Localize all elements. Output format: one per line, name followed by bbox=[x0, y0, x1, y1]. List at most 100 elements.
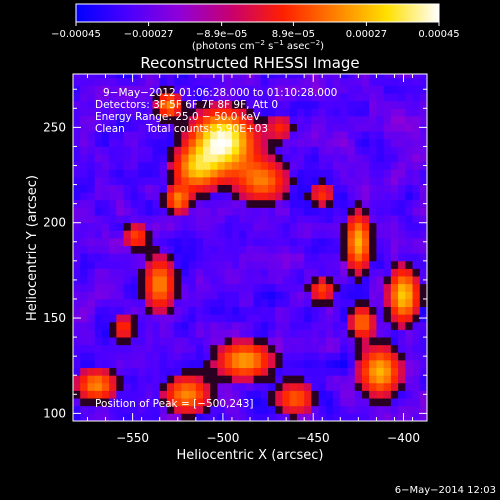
heatmap-cell bbox=[289, 222, 298, 231]
heatmap-cell bbox=[138, 306, 146, 315]
heatmap-cell bbox=[246, 100, 255, 109]
heatmap-cell bbox=[311, 115, 320, 124]
y-tick-label: 250 bbox=[43, 120, 66, 134]
heatmap-cell bbox=[246, 276, 255, 285]
heatmap-cell bbox=[203, 268, 211, 277]
heatmap-cell bbox=[405, 382, 413, 391]
heatmap-cell bbox=[188, 169, 197, 178]
heatmap-cell bbox=[260, 268, 269, 277]
heatmap-cell bbox=[130, 85, 139, 94]
heatmap-cell bbox=[166, 237, 175, 246]
heatmap-cell bbox=[340, 184, 348, 193]
heatmap-cell bbox=[217, 405, 226, 414]
heatmap-cell bbox=[123, 390, 132, 399]
heatmap-cell bbox=[419, 398, 427, 407]
heatmap-cell bbox=[275, 146, 283, 155]
heatmap-cell bbox=[166, 306, 175, 315]
heatmap-cell bbox=[210, 382, 218, 391]
heatmap-cell bbox=[412, 74, 421, 79]
heatmap-cell bbox=[152, 222, 161, 231]
heatmap-cell bbox=[325, 337, 334, 346]
heatmap-cell bbox=[304, 352, 312, 361]
heatmap-cell bbox=[296, 161, 305, 170]
heatmap-cell bbox=[253, 100, 262, 109]
heatmap-cell bbox=[239, 77, 247, 86]
heatmap-cell bbox=[224, 344, 233, 353]
heatmap-cell bbox=[354, 283, 363, 292]
heatmap-cell bbox=[340, 382, 348, 391]
heatmap-cell bbox=[412, 359, 421, 369]
heatmap-cell bbox=[412, 337, 421, 346]
heatmap-cell bbox=[231, 291, 240, 300]
heatmap-cell bbox=[224, 314, 233, 323]
heatmap-cell bbox=[304, 77, 312, 86]
heatmap-cell bbox=[311, 344, 320, 353]
heatmap-cell bbox=[282, 138, 291, 147]
heatmap-cell bbox=[383, 253, 392, 262]
heatmap-cell bbox=[304, 184, 312, 193]
heatmap-cell bbox=[174, 230, 182, 239]
heatmap-cell bbox=[296, 100, 305, 109]
heatmap-cell bbox=[203, 115, 211, 124]
heatmap-cell bbox=[325, 77, 334, 86]
heatmap-cell bbox=[138, 291, 146, 300]
heatmap-cell bbox=[130, 405, 139, 414]
heatmap-cell bbox=[405, 237, 413, 246]
heatmap-cell bbox=[347, 344, 356, 353]
heatmap-cell bbox=[217, 100, 226, 109]
heatmap-cell bbox=[311, 176, 320, 185]
heatmap-cell bbox=[369, 138, 377, 147]
heatmap-cell bbox=[217, 161, 226, 170]
heatmap-cell bbox=[340, 222, 348, 231]
heatmap-cell bbox=[145, 306, 153, 315]
heatmap-cell bbox=[369, 199, 377, 208]
heatmap-cell bbox=[282, 337, 291, 346]
heatmap-cell bbox=[138, 253, 146, 262]
heatmap-cell bbox=[268, 375, 276, 384]
heatmap-cell bbox=[130, 329, 139, 338]
heatmap-cell bbox=[101, 337, 110, 346]
heatmap-cell bbox=[361, 108, 370, 117]
heatmap-cell bbox=[333, 359, 341, 369]
heatmap-cell bbox=[311, 192, 320, 201]
heatmap-cell bbox=[354, 184, 363, 193]
heatmap-cell bbox=[275, 237, 283, 246]
heatmap-cell bbox=[152, 321, 161, 330]
heatmap-cell bbox=[333, 413, 341, 421]
heatmap-cell bbox=[123, 93, 132, 102]
heatmap-cell bbox=[138, 329, 146, 338]
heatmap-cell bbox=[260, 215, 269, 224]
heatmap-cell bbox=[275, 123, 283, 132]
heatmap-cell bbox=[260, 329, 269, 338]
heatmap-cell bbox=[224, 131, 233, 140]
heatmap-cell bbox=[246, 199, 255, 208]
heatmap-cell bbox=[210, 169, 218, 178]
heatmap-cell bbox=[87, 176, 96, 185]
heatmap-cell bbox=[239, 398, 247, 407]
heatmap-cell bbox=[347, 375, 356, 384]
heatmap-cell bbox=[405, 398, 413, 407]
heatmap-cell bbox=[260, 184, 269, 193]
heatmap-cell bbox=[311, 352, 320, 361]
heatmap-cell bbox=[369, 123, 377, 132]
heatmap-cell bbox=[145, 398, 153, 407]
heatmap-cell bbox=[369, 222, 377, 231]
heatmap-cell bbox=[419, 115, 427, 124]
heatmap-cell bbox=[296, 314, 305, 323]
heatmap-cell bbox=[275, 245, 283, 254]
heatmap-cell bbox=[87, 199, 96, 208]
heatmap-cell bbox=[340, 176, 348, 185]
heatmap-cell bbox=[174, 398, 182, 407]
heatmap-cell bbox=[94, 85, 103, 94]
heatmap-cell bbox=[390, 123, 399, 132]
heatmap-cell bbox=[304, 108, 312, 117]
heatmap-cell bbox=[73, 215, 81, 224]
heatmap-cell bbox=[289, 321, 298, 330]
colorbar bbox=[76, 4, 439, 22]
heatmap-cell bbox=[398, 199, 406, 208]
heatmap-cell bbox=[275, 222, 283, 231]
heatmap-cell bbox=[333, 237, 341, 246]
heatmap-cell bbox=[412, 77, 421, 86]
heatmap-cell bbox=[260, 306, 269, 315]
heatmap-cell bbox=[123, 352, 132, 361]
